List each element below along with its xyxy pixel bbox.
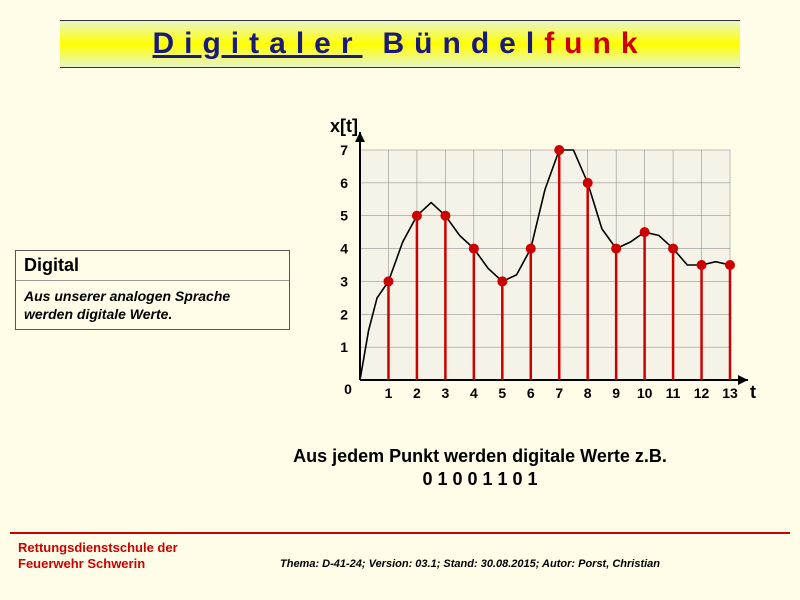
info-box-header: Digital	[16, 251, 289, 281]
svg-text:7: 7	[555, 385, 563, 401]
title-part2: Bündelfunk	[383, 27, 648, 61]
footer-org: Rettungsdienstschule der Feuerwehr Schwe…	[18, 540, 178, 573]
footer-meta: Thema: D-41-24; Version: 03.1; Stand: 30…	[280, 558, 660, 570]
svg-text:11: 11	[666, 385, 681, 401]
svg-text:5: 5	[498, 385, 506, 401]
svg-text:13: 13	[722, 385, 738, 401]
svg-text:t: t	[750, 382, 756, 402]
caption-line2: 0 1 0 0 1 1 0 1	[422, 469, 537, 489]
footer-divider	[10, 532, 790, 534]
svg-text:9: 9	[612, 385, 620, 401]
footer-org-line1: Rettungsdienstschule der	[18, 540, 178, 555]
svg-text:10: 10	[637, 385, 653, 401]
svg-text:8: 8	[584, 385, 592, 401]
title-part1: Digitaler	[152, 27, 362, 61]
svg-text:4: 4	[340, 241, 348, 257]
title-banner: Digitaler Bündelfunk	[60, 20, 740, 68]
svg-text:x[t]: x[t]	[330, 116, 358, 136]
info-box: Digital Aus unserer analogen Sprache wer…	[15, 250, 290, 330]
svg-text:1: 1	[340, 339, 348, 355]
svg-text:6: 6	[340, 175, 348, 191]
svg-text:12: 12	[694, 385, 710, 401]
svg-text:1: 1	[385, 385, 393, 401]
svg-text:5: 5	[340, 208, 348, 224]
svg-text:3: 3	[340, 273, 348, 289]
title-part3: funk	[544, 27, 647, 60]
footer-org-line2: Feuerwehr Schwerin	[18, 556, 145, 571]
svg-text:2: 2	[413, 385, 421, 401]
caption-line1: Aus jedem Punkt werden digitale Werte z.…	[293, 446, 667, 466]
info-box-body: Aus unserer analogen Sprache werden digi…	[16, 281, 289, 329]
svg-text:4: 4	[470, 385, 478, 401]
svg-text:2: 2	[340, 306, 348, 322]
sampling-chart: 0123456789101112131234567x[t]t	[290, 110, 770, 420]
svg-text:7: 7	[340, 142, 348, 158]
svg-text:6: 6	[527, 385, 535, 401]
svg-text:3: 3	[441, 385, 449, 401]
caption: Aus jedem Punkt werden digitale Werte z.…	[210, 445, 750, 492]
svg-text:0: 0	[344, 381, 352, 397]
